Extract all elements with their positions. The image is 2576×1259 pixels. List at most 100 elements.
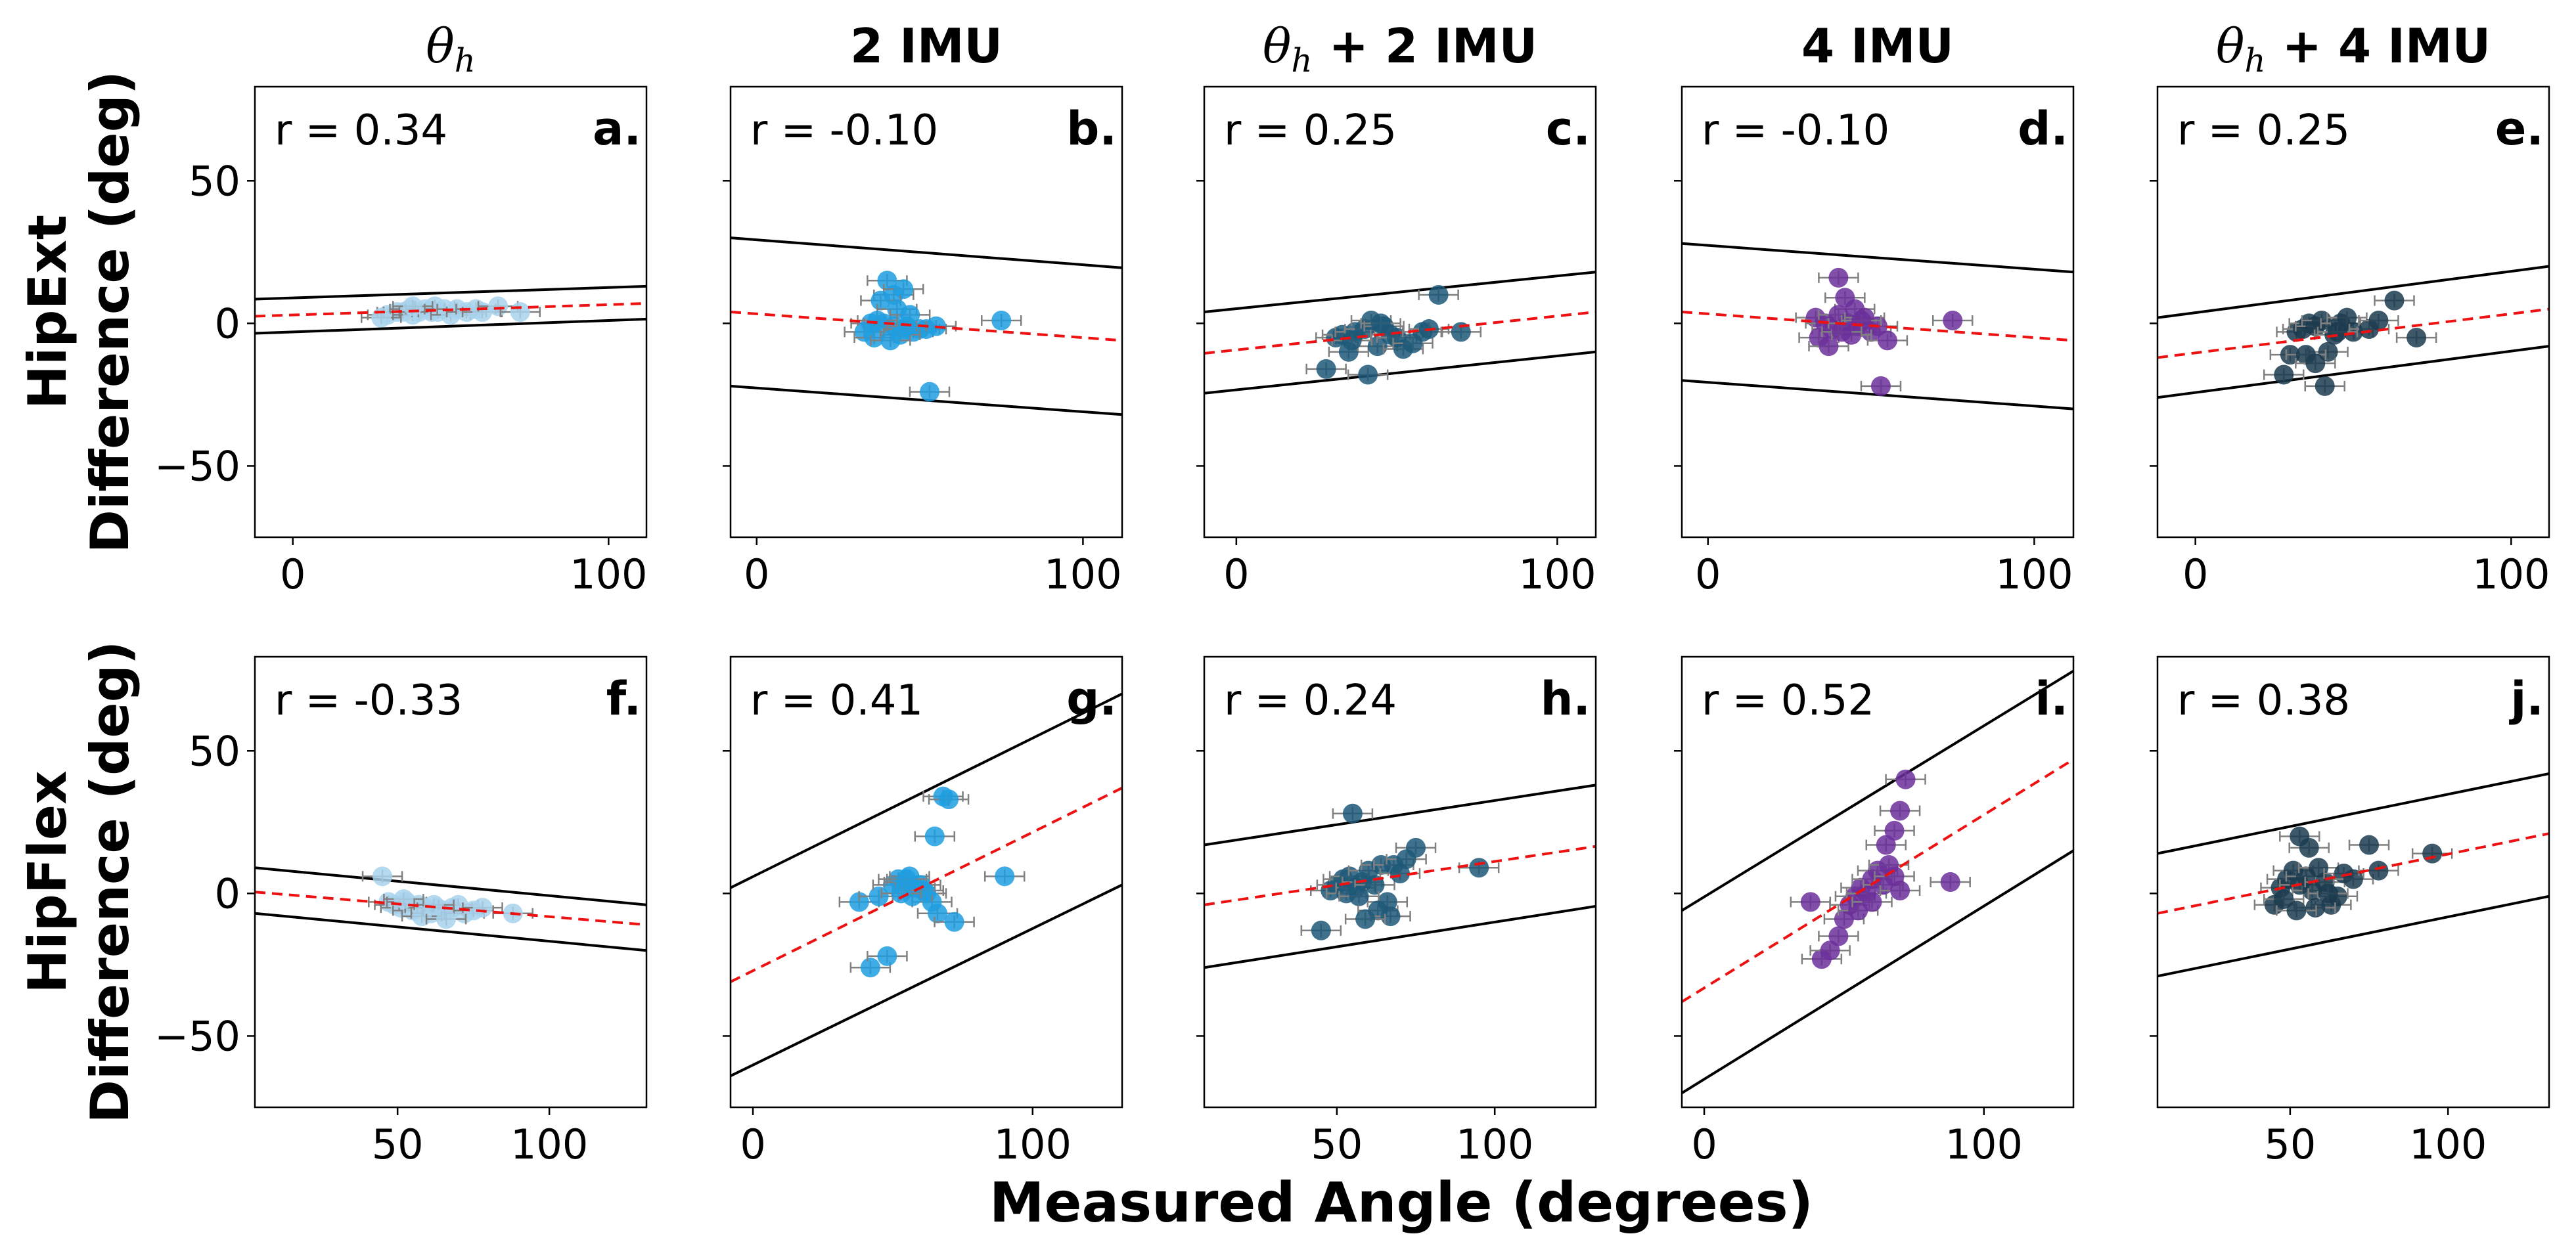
plot-area xyxy=(731,236,1122,416)
data-point xyxy=(2422,843,2443,864)
panel-d: 0 100 r = -0.10 d. xyxy=(1674,85,2075,598)
theta-symbol: θ xyxy=(1263,18,1291,74)
plot-area xyxy=(1204,784,1596,969)
column-title: 4 IMU xyxy=(1801,18,1954,74)
correlation-label: r = 0.25 xyxy=(2177,106,2350,155)
y-tick-label: 0 xyxy=(215,299,240,347)
correlation-label: r = -0.10 xyxy=(750,106,938,155)
x-tick-label: 100 xyxy=(570,550,647,598)
row-label-line2: Difference (deg) xyxy=(79,641,141,1124)
lower-limit-line xyxy=(2158,895,2549,978)
data-point xyxy=(2318,342,2338,362)
data-point xyxy=(913,881,934,901)
plot-area xyxy=(1682,242,2073,410)
data-point xyxy=(2359,835,2380,855)
x-tick-label: 50 xyxy=(2264,1120,2316,1168)
x-tick-label: 100 xyxy=(994,1120,1072,1168)
column-titles: θh 2 IMU θh + 2 IMU 4 IMU θh + 4 IMU xyxy=(426,18,2491,79)
row-label-line1: HipExt xyxy=(17,215,78,409)
theta-subscript: h xyxy=(1291,41,1312,79)
plot-area xyxy=(2158,265,2549,399)
x-tick-label: 100 xyxy=(1456,1120,1533,1168)
panel-b: 0 100 r = -0.10 b. xyxy=(723,85,1123,598)
data-point xyxy=(472,898,493,918)
x-tick-label: 0 xyxy=(1691,1120,1717,1168)
x-tick-label: 0 xyxy=(1695,550,1721,598)
panel-letter: b. xyxy=(1066,102,1117,156)
x-tick-label: 100 xyxy=(1995,550,2073,598)
x-tick-label: 100 xyxy=(2409,1120,2487,1168)
y-tick-label: 50 xyxy=(189,727,240,775)
column-title: 2 IMU xyxy=(850,18,1003,74)
panel-h: 50 100 r = 0.24 h. xyxy=(1196,655,1597,1168)
lower-limit-line xyxy=(1204,904,1596,969)
regression-line xyxy=(255,301,646,318)
upper-limit-line xyxy=(1204,271,1596,313)
x-axis-label: Measured Angle (degrees) xyxy=(989,1170,1813,1235)
data-point xyxy=(2384,290,2405,311)
lower-limit-line xyxy=(1204,350,1596,395)
data-point xyxy=(877,946,897,966)
y-tick-label: −50 xyxy=(154,442,240,490)
data-point xyxy=(1311,920,1331,940)
panel-letter: h. xyxy=(1541,672,1591,726)
panel-i: 0 100 r = 0.52 i. xyxy=(1674,655,2075,1168)
data-point xyxy=(1380,906,1401,927)
plot-area xyxy=(731,692,1122,1078)
theta-subscript: h xyxy=(455,41,476,79)
x-tick-label: 100 xyxy=(510,1120,588,1168)
data-point xyxy=(2368,311,2389,331)
upper-limit-line xyxy=(255,866,646,906)
correlation-label: r = 0.24 xyxy=(1224,676,1397,725)
lower-limit-line xyxy=(2158,345,2549,399)
data-point xyxy=(928,903,948,923)
theta-symbol: θ xyxy=(426,18,454,74)
data-point xyxy=(864,328,884,348)
theta-subscript: h xyxy=(2244,41,2265,79)
data-point xyxy=(1832,322,1852,342)
data-point xyxy=(919,382,939,402)
correlation-label: r = -0.33 xyxy=(275,676,463,725)
data-point xyxy=(1943,311,1963,331)
x-tick-label: 50 xyxy=(1311,1120,1363,1168)
axes-frame xyxy=(254,85,648,539)
axes-frame xyxy=(729,655,1123,1109)
row-label-line2: Difference (deg) xyxy=(79,71,141,554)
upper-limit-line xyxy=(2158,772,2549,855)
plot-area xyxy=(255,284,646,335)
data-point xyxy=(1367,336,1388,357)
plot-area xyxy=(255,866,646,952)
data-point xyxy=(924,826,945,847)
data-point xyxy=(995,866,1015,887)
correlation-label: r = 0.52 xyxy=(1702,676,1874,725)
data-point xyxy=(2407,328,2427,348)
panel-f: 50 100 −50 0 50 r = -0.33 f. xyxy=(154,655,648,1168)
y-tick-label: 50 xyxy=(189,157,240,205)
data-point xyxy=(2368,860,2389,881)
regression-line xyxy=(731,786,1122,983)
data-point xyxy=(2274,889,2294,910)
upper-limit-line xyxy=(2158,265,2549,319)
data-point xyxy=(944,912,964,932)
plot-area xyxy=(2158,772,2549,978)
panel-letter: a. xyxy=(593,102,641,156)
regression-line xyxy=(1204,311,1596,355)
axes-frame xyxy=(1681,85,2075,539)
data-point xyxy=(1877,330,1897,351)
panel-a: 0 100 −50 0 50 r = 0.34 a. xyxy=(154,85,648,598)
axes-frame xyxy=(729,85,1123,539)
column-title: θh + 2 IMU xyxy=(1263,18,1537,79)
data-point xyxy=(1820,940,1840,961)
column-title: θh xyxy=(426,18,476,79)
regression-line xyxy=(255,891,646,927)
correlation-label: r = 0.38 xyxy=(2177,676,2350,725)
data-point xyxy=(436,909,457,929)
x-tick-label: 100 xyxy=(2472,550,2550,598)
data-point xyxy=(897,316,917,336)
data-point xyxy=(1358,364,1378,385)
axes-frame xyxy=(1203,655,1597,1109)
data-point xyxy=(2299,837,2319,858)
data-point xyxy=(403,296,423,317)
data-point xyxy=(1828,267,1849,288)
